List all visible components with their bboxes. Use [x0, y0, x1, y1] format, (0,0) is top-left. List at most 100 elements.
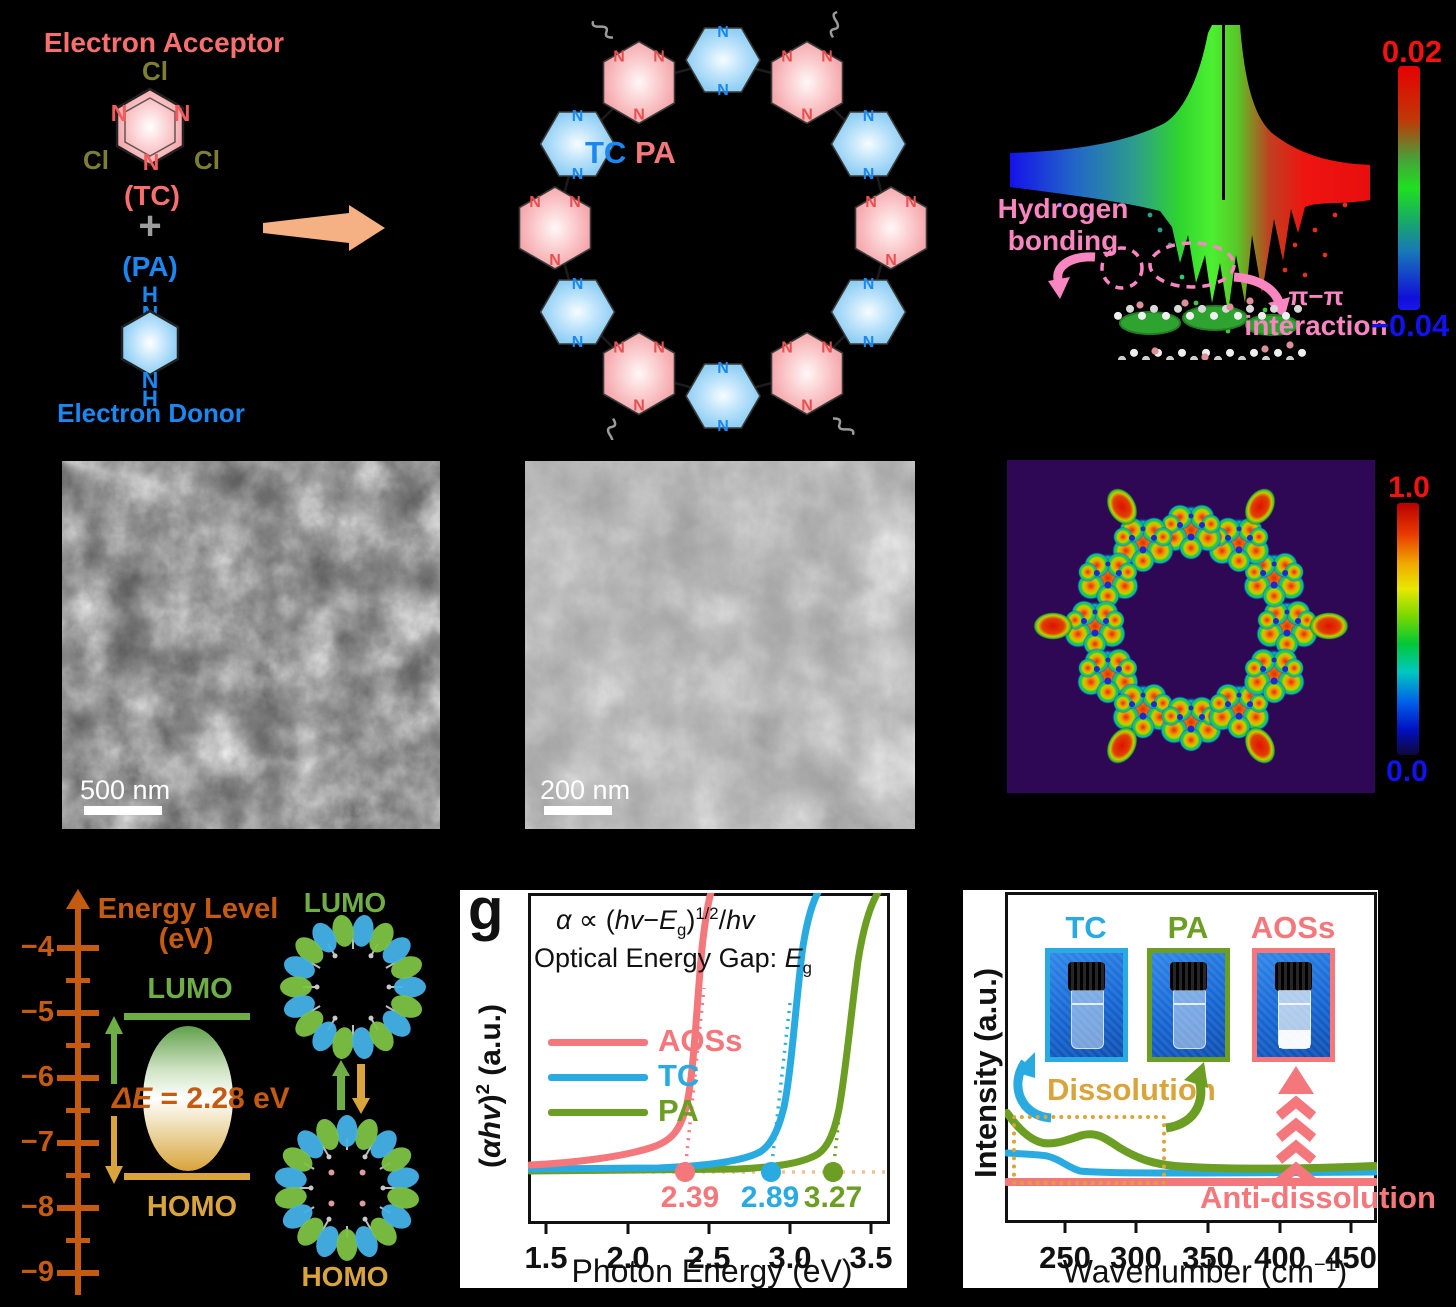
- svg-text:N: N: [865, 194, 877, 211]
- svg-text:N: N: [863, 276, 875, 293]
- macro-pa-label: PA: [634, 135, 676, 170]
- energy-tick-minus5: −5: [20, 996, 54, 1028]
- svg-text:N: N: [653, 49, 665, 66]
- vial-body: [1071, 990, 1104, 1049]
- hydrogen-bonding-label-2: bonding: [1007, 225, 1119, 256]
- g-xtick-5: 3.5: [849, 1240, 893, 1275]
- vial-photo-aoss: [1252, 948, 1335, 1062]
- nci-colorbar: [1398, 66, 1420, 310]
- svg-text:N: N: [801, 398, 813, 415]
- delta-e-value: = 2.28 eV: [152, 1082, 290, 1115]
- nci-colorbar-max: 0.02: [1381, 34, 1443, 69]
- hydrogen-bonding-label-1: Hydrogen: [997, 193, 1129, 224]
- pipi-curved-arrow-icon: [1233, 272, 1285, 307]
- macrocycle-legend: TC PA: [585, 135, 676, 170]
- tauc-formula: α ∝ (hv−Eg)1/2/hv: [556, 904, 755, 940]
- energy-tick-minus4: −4: [20, 931, 54, 963]
- legend-label-aoss: AOSs: [658, 1023, 743, 1058]
- svg-text:N: N: [863, 166, 875, 183]
- piperazine-n-bottom-label: N: [141, 367, 159, 393]
- svg-text:N: N: [821, 340, 833, 357]
- delta-e-symbol: ΔE: [112, 1082, 153, 1115]
- tem-scale-text: 200 nm: [540, 775, 631, 805]
- homo-level-label: HOMO: [146, 1191, 238, 1223]
- plus-sign: +: [138, 204, 162, 248]
- svg-text:N: N: [801, 107, 813, 124]
- panel-letter-g: g: [468, 877, 504, 942]
- legend-label-tc: TC: [658, 1058, 700, 1093]
- reaction-arrow-icon: [263, 205, 385, 251]
- eg-value-tc: 2.89: [740, 1181, 800, 1214]
- svg-text:N: N: [529, 194, 541, 211]
- h-xtick-2: 300: [1110, 1240, 1162, 1275]
- vial-label-tc: TC: [1065, 910, 1107, 945]
- svg-text:N: N: [572, 276, 584, 293]
- energy-axis-arrow-icon: [66, 889, 90, 909]
- triazine-n3-label: N: [142, 149, 160, 175]
- macro-tc-label: TC: [585, 135, 627, 170]
- elf-ring-pattern: [1033, 487, 1349, 765]
- vial-label-pa: PA: [1167, 910, 1209, 945]
- energy-tick-minus6: −6: [20, 1061, 54, 1093]
- sem-scale-text: 500 nm: [80, 775, 171, 805]
- svg-text:N: N: [863, 334, 875, 351]
- svg-text:N: N: [717, 24, 729, 41]
- homo-level-bar: [124, 1173, 250, 1180]
- anti-dissolution-arrow-icon: [1276, 1066, 1316, 1186]
- g-xtick-2: 2.0: [606, 1240, 650, 1275]
- precipitate-layer: [1279, 1030, 1310, 1048]
- lumo-level-label: LUMO: [147, 973, 233, 1005]
- triazine-n1-label: N: [110, 100, 128, 126]
- energy-level-title: Energy Level: [97, 893, 279, 925]
- vial-label-aoss: AOSs: [1250, 910, 1336, 945]
- elf-heatmap: [1007, 460, 1375, 793]
- h-xtick-3: 350: [1182, 1240, 1234, 1275]
- pa-eg-dot: [823, 1162, 843, 1182]
- h-xtick-5: 450: [1325, 1240, 1377, 1275]
- eg-value-aoss: 2.39: [660, 1181, 720, 1214]
- dissolution-region-box: [1012, 1115, 1166, 1185]
- g-xtick-3: 2.5: [687, 1240, 731, 1275]
- vial-body: [1173, 990, 1206, 1049]
- electron-acceptor-label: Electron Acceptor: [43, 27, 285, 58]
- gap-up-arrow-icon: [105, 1016, 123, 1084]
- anti-dissolution-label: Anti-dissolution: [1200, 1180, 1436, 1215]
- pa-abbrev-label: (PA): [122, 251, 178, 282]
- h-y-axis-label: Intensity (a.u.): [968, 967, 1003, 1178]
- svg-text:N: N: [613, 340, 625, 357]
- legend-label-pa: PA: [658, 1093, 699, 1128]
- lumo-orbital-label: LUMO: [303, 887, 387, 918]
- svg-text:N: N: [633, 107, 645, 124]
- interaction-label: interaction: [1244, 310, 1388, 341]
- g-xtick-4: 3.0: [768, 1240, 812, 1275]
- vial-cap: [1067, 962, 1106, 992]
- tc-eg-dot: [761, 1162, 781, 1182]
- vial-photo-tc: [1045, 948, 1128, 1062]
- gap-down-arrow-icon: [105, 1116, 123, 1184]
- lumo-level-bar: [124, 1013, 250, 1020]
- vial-cap: [1274, 962, 1313, 992]
- legend-line-tc: [548, 1074, 648, 1081]
- tauc-plot-area: [528, 893, 890, 1234]
- elf-colorbar-max: 1.0: [1388, 471, 1430, 504]
- svg-text:N: N: [717, 82, 729, 99]
- vial-cap: [1169, 962, 1208, 992]
- svg-text:N: N: [717, 418, 729, 435]
- piperazine-h-top-label: H: [142, 282, 158, 307]
- svg-text:N: N: [633, 398, 645, 415]
- sem-image: 500 nm: [62, 461, 440, 829]
- g-xtick-1: 1.5: [524, 1240, 568, 1275]
- tc-curve: [528, 893, 822, 1173]
- hbond-dashed-circle: [1100, 246, 1144, 290]
- svg-text:N: N: [905, 194, 917, 211]
- electron-donor-label: Electron Donor: [57, 398, 245, 428]
- energy-tick-minus9: −9: [20, 1256, 54, 1288]
- energy-tick-minus7: −7: [20, 1126, 54, 1158]
- nci-point-cloud: [1010, 25, 1370, 313]
- h-x-axis-label: Wavenumber (cm−1): [1062, 1253, 1348, 1290]
- svg-text:N: N: [781, 49, 793, 66]
- legend-line-pa: [548, 1109, 648, 1116]
- tc-abbrev-label: (TC): [124, 180, 180, 211]
- tc-spectrum-curve: [1005, 1149, 1377, 1177]
